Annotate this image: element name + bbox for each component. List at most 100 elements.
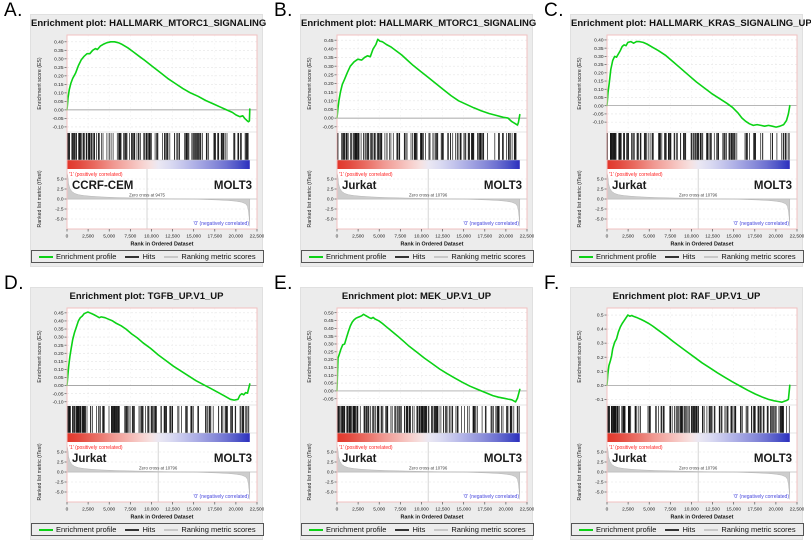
positively-correlated-label: '1' (positively correlated)	[609, 445, 663, 451]
panel-box: Enrichment plot: MEK_UP.V1_UP 0.50 0.45 0.…	[300, 287, 534, 540]
panel-box: Enrichment plot: HALLMARK_MTORC1_SIGNALI…	[300, 14, 536, 267]
es-tick-label: 0.45	[324, 318, 334, 324]
es-tick-label: 0.30	[594, 54, 604, 60]
metric-tick-label: -5.0	[595, 490, 604, 496]
legend-label-hits: Hits	[682, 252, 696, 261]
right-cell-line-label: MOLT3	[484, 180, 522, 192]
correlation-gradient-band	[337, 160, 520, 169]
es-tick-label: 0.40	[324, 46, 334, 52]
legend-dash-ranking-metric	[434, 255, 449, 258]
enrichment-chart: 0.5 0.4 0.3 0.2 0.1 0.0 -0.1 5.0 2.5 0.0 -2.5 -5.0 '…	[571, 304, 804, 522]
zero-cross-label: Zero cross at 10796	[679, 466, 718, 471]
plot-title: Enrichment plot: RAF_UP.V1_UP	[612, 291, 761, 302]
enrichment-score-curve	[606, 40, 791, 128]
figure-row-top: A. Enrichment plot: HALLMARK_MTORC1_SIGN…	[0, 0, 811, 273]
x-tick-label: 2,500	[82, 507, 94, 513]
metric-tick-label: -2.5	[55, 480, 64, 486]
es-tick-label: 0.20	[54, 73, 64, 79]
x-tick-label: 10,000	[414, 234, 429, 240]
panel-letter: D.	[4, 273, 24, 294]
metric-tick-label: 5.0	[57, 450, 64, 456]
metric-tick-label: -2.5	[595, 207, 604, 213]
zero-cross-label: Zero cross at 10796	[679, 193, 718, 198]
x-tick-label: 17,500	[207, 234, 222, 240]
x-tick-label: 12,500	[435, 507, 450, 513]
x-tick-label: 22,500	[520, 234, 534, 240]
metric-tick-label: -5.0	[595, 217, 604, 223]
es-tick-label: -0.1	[595, 397, 604, 403]
positively-correlated-label: '1' (positively correlated)	[339, 172, 393, 178]
es-tick-label: 0.00	[54, 383, 64, 389]
legend-dash-hits	[395, 528, 410, 531]
plot-legend: Enrichment profile Hits Ranking metric s…	[31, 523, 264, 536]
legend-dash-hits	[125, 255, 140, 258]
legend-dash-enrichment-profile	[309, 528, 323, 531]
legend-dash-enrichment-profile	[39, 255, 53, 258]
es-tick-label: 0.45	[324, 38, 334, 44]
legend-item-ranking-metric: Ranking metric scores	[434, 525, 526, 534]
panel-letter: E.	[274, 273, 293, 294]
legend-label-ranking-metric: Ranking metric scores	[721, 252, 796, 261]
right-cell-line-label: MOLT3	[754, 180, 792, 192]
x-axis-label: Rank in Ordered Dataset	[131, 242, 194, 248]
es-tick-label: 0.05	[324, 381, 334, 387]
enrichment-chart: 0.40 0.35 0.30 0.25 0.20 0.15 0.10 0.05 0.00 -0.0…	[31, 31, 264, 249]
right-cell-line-label: MOLT3	[214, 453, 252, 465]
x-tick-label: 5,000	[373, 507, 385, 513]
es-tick-label: 0.1	[597, 369, 604, 375]
plot-title: Enrichment plot: TGFB_UP.V1_UP	[69, 291, 224, 302]
ranking-metric-area	[66, 171, 251, 227]
x-tick-label: 5,000	[373, 234, 385, 240]
legend-item-hits: Hits	[125, 252, 155, 261]
es-tick-label: 0.40	[54, 319, 64, 325]
es-tick-label: 0.40	[594, 38, 604, 44]
left-cell-line-label: Jurkat	[342, 180, 377, 192]
x-tick-label: 20,000	[769, 507, 784, 513]
x-tick-label: 7,500	[124, 234, 136, 240]
x-tick-label: 7,500	[394, 234, 406, 240]
enrichment-score-curve	[66, 41, 251, 123]
metric-tick-label: 2.5	[597, 460, 604, 466]
legend-item-enrichment-profile: Enrichment profile	[39, 252, 116, 261]
zero-cross-label: Zero cross at 10796	[409, 193, 448, 198]
correlation-gradient-band	[607, 160, 790, 169]
x-tick-label: 22,500	[250, 507, 264, 513]
right-cell-line-label: MOLT3	[484, 453, 522, 465]
legend-label-ranking-metric: Ranking metric scores	[451, 252, 526, 261]
es-tick-label: -0.05	[53, 116, 64, 122]
x-tick-label: 10,000	[414, 507, 429, 513]
legend-label-hits: Hits	[142, 525, 156, 534]
legend-label-ranking-metric: Ranking metric scores	[721, 525, 796, 534]
x-tick-label: 20,000	[499, 507, 514, 513]
gsea-panel: B. Enrichment plot: HALLMARK_MTORC1_SIGN…	[270, 0, 540, 273]
plot-frame	[606, 34, 798, 230]
x-tick-label: 0	[336, 234, 339, 240]
negatively-correlated-label: '0' (negatively correlated)	[463, 494, 519, 500]
plot-legend: Enrichment profile Hits Ranking metric s…	[571, 250, 804, 263]
correlation-gradient-band	[67, 433, 250, 442]
plot-legend: Enrichment profile Hits Ranking metric s…	[301, 250, 534, 263]
metric-tick-label: 0.0	[57, 197, 64, 203]
legend-item-ranking-metric: Ranking metric scores	[434, 252, 526, 261]
plot-frame	[66, 307, 258, 503]
gsea-panel: C. Enrichment plot: HALLMARK_KRAS_SIGNAL…	[540, 0, 811, 273]
metric-tick-label: 2.5	[327, 460, 334, 466]
x-tick-label: 20,000	[229, 507, 244, 513]
es-tick-label: 0.10	[324, 98, 334, 104]
x-tick-label: 12,500	[705, 234, 720, 240]
es-tick-label: 0.45	[54, 310, 64, 316]
x-tick-label: 10,000	[144, 507, 159, 513]
metric-tick-label: 5.0	[327, 177, 334, 183]
x-tick-label: 15,000	[186, 234, 201, 240]
right-cell-line-label: MOLT3	[754, 453, 792, 465]
x-tick-label: 7,500	[394, 507, 406, 513]
x-tick-label: 0	[606, 234, 609, 240]
plot-title: Enrichment plot: MEK_UP.V1_UP	[341, 291, 492, 302]
es-tick-label: -0.10	[53, 399, 64, 405]
metric-tick-label: 2.5	[57, 460, 64, 466]
legend-dash-ranking-metric	[434, 528, 449, 531]
legend-dash-enrichment-profile	[309, 255, 323, 258]
legend-dash-hits	[665, 255, 680, 258]
es-tick-label: 0.05	[324, 107, 334, 113]
metric-axis-label: Ranked list metric (tTest)	[307, 170, 313, 227]
